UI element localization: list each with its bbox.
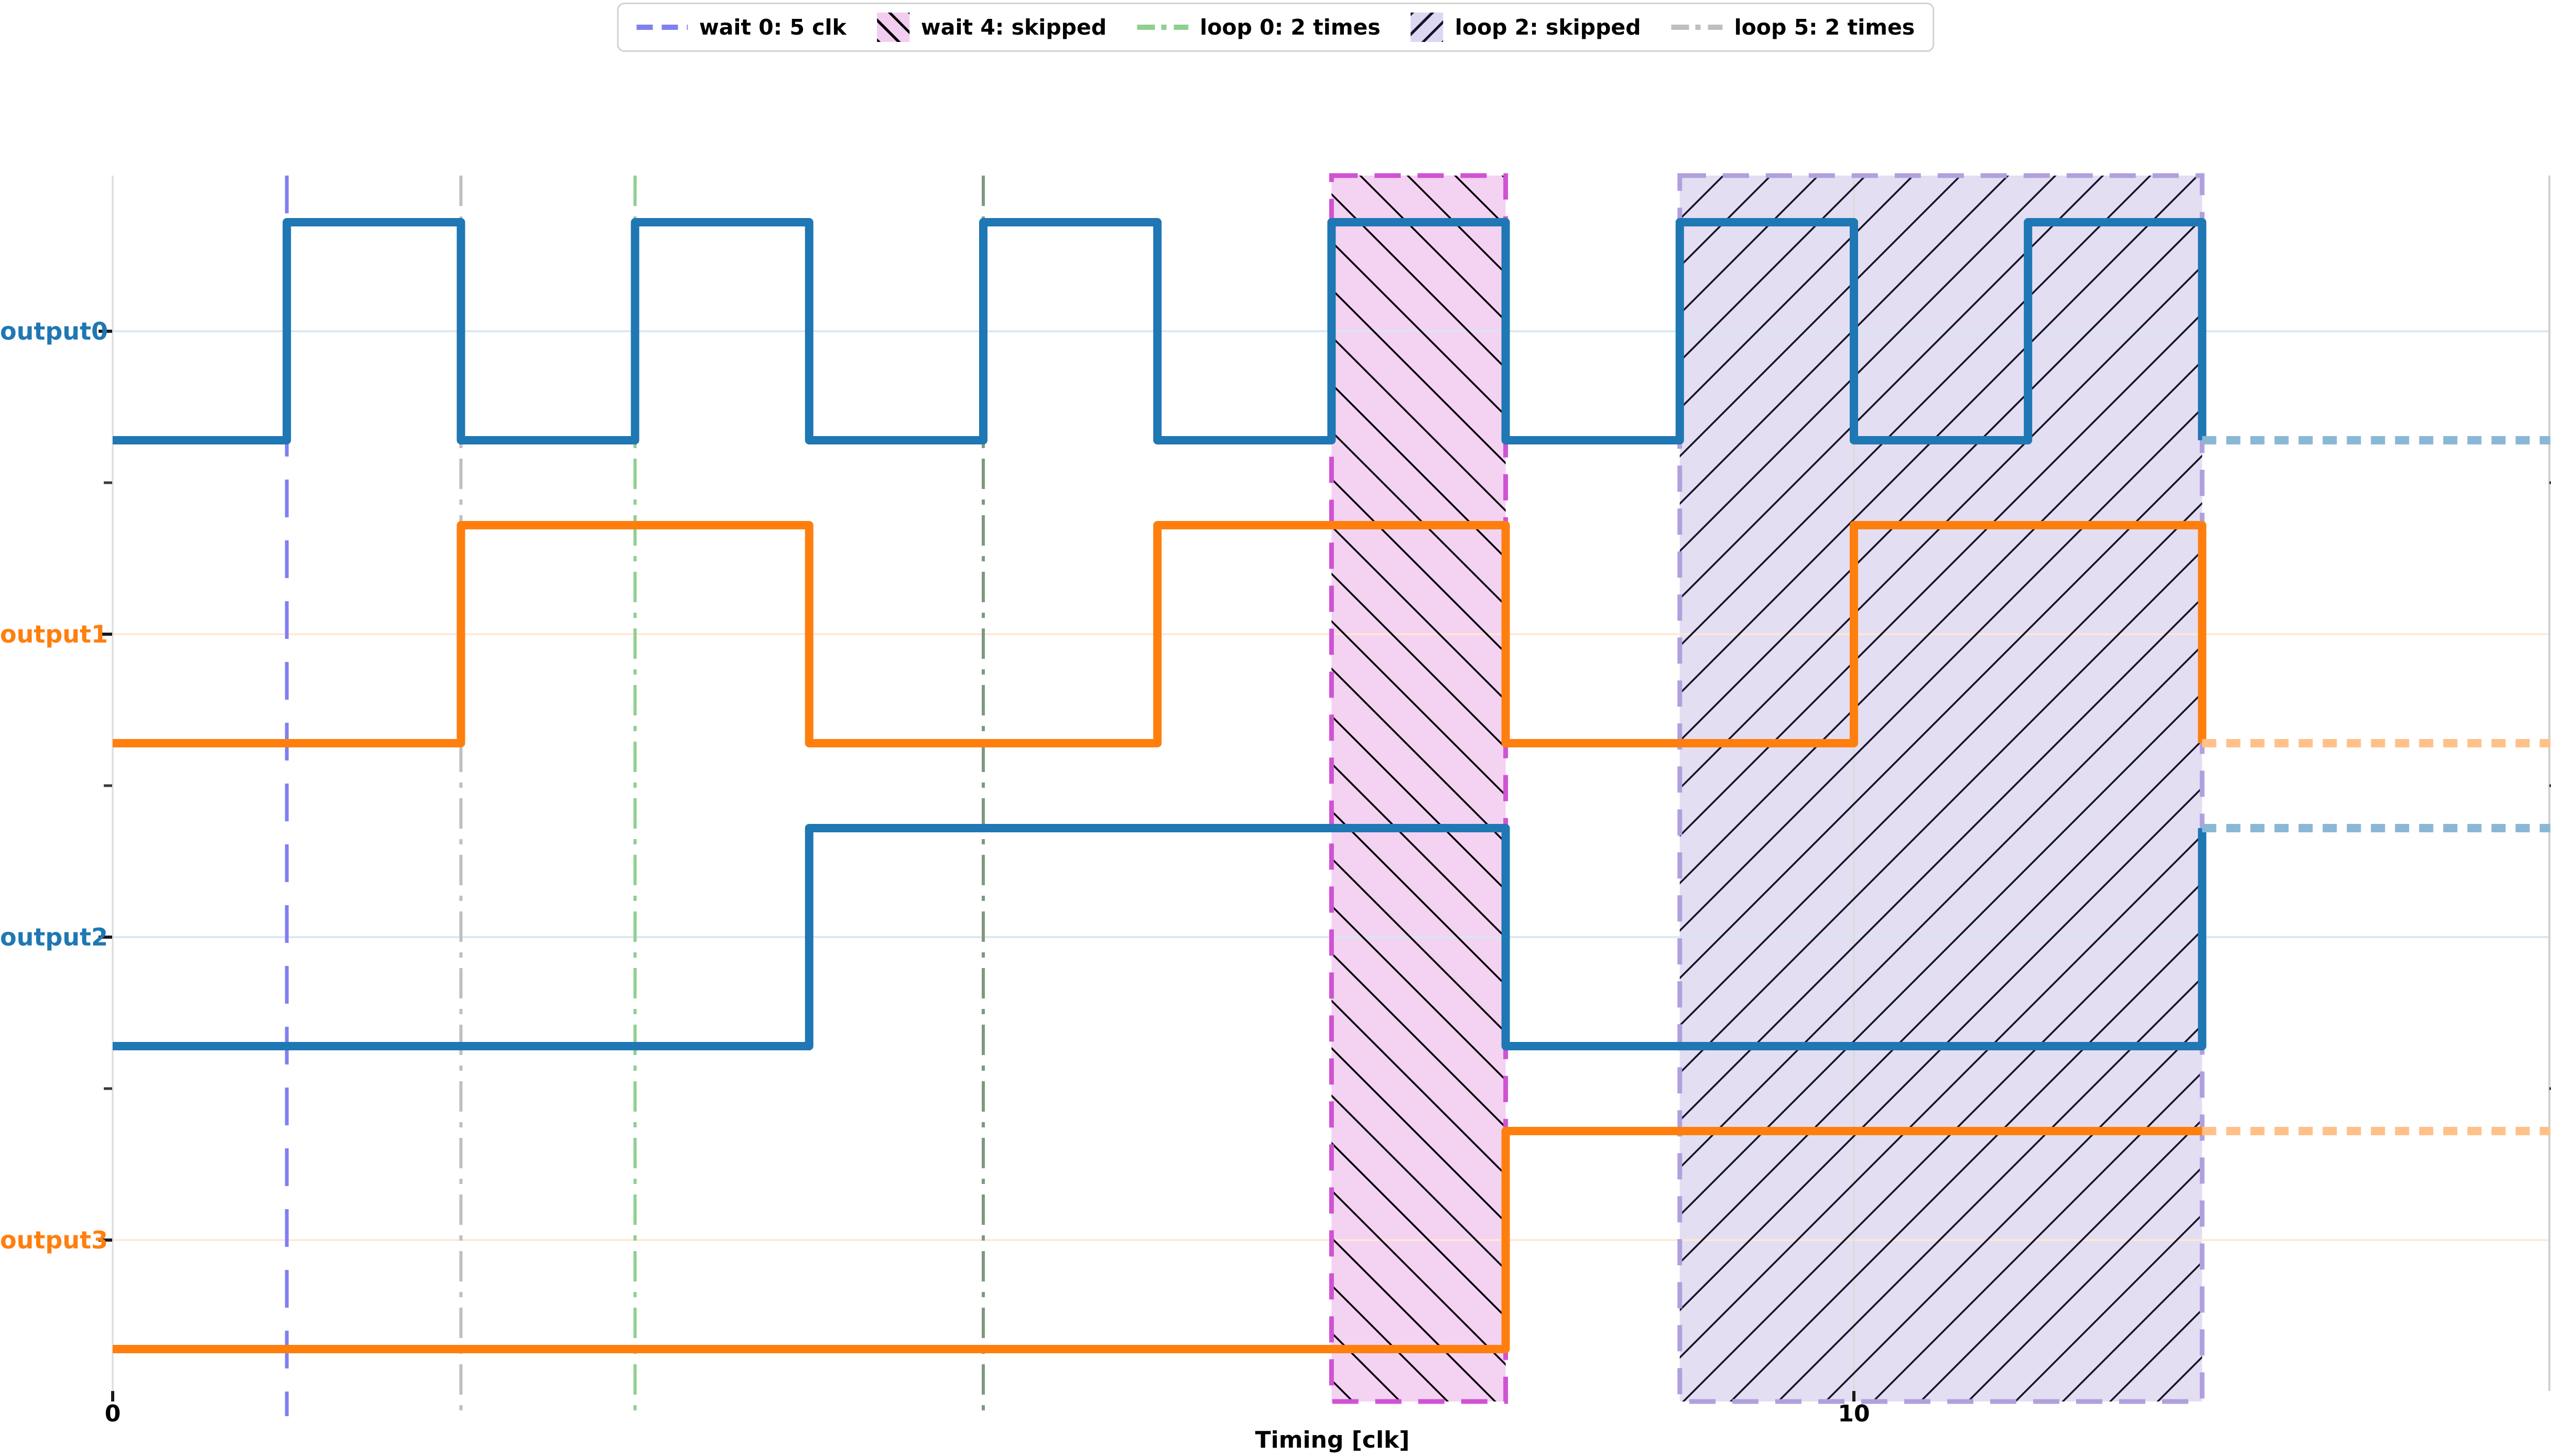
legend-dashdot-line-icon xyxy=(1671,25,1723,30)
legend-hatched-patch-icon xyxy=(1410,13,1443,42)
skip-region-hatch-1 xyxy=(1679,176,2202,1401)
signal-label-output3: output3 xyxy=(0,1226,108,1254)
skip-region-border-0 xyxy=(1329,173,1508,1404)
legend-item-4: loop 5: 2 times xyxy=(1671,14,1915,40)
legend: wait 0: 5 clk wait 4: skipped loop 0: 2 ti… xyxy=(616,3,1935,52)
signal-trace-output1 xyxy=(113,521,2207,747)
skip-region-hatch-0 xyxy=(1331,176,1506,1401)
signal-label-output2: output2 xyxy=(0,923,108,951)
signal-label-output0: output0 xyxy=(0,317,108,345)
legend-item-3: loop 2: skipped xyxy=(1410,13,1641,42)
legend-item-label: wait 0: 5 clk xyxy=(699,14,846,40)
x-tick-label-10: 10 xyxy=(1838,1400,1870,1427)
x-tick-label-0: 0 xyxy=(104,1400,121,1427)
signal-trace-output0 xyxy=(113,218,2207,444)
signal-trace-output3 xyxy=(113,1127,2202,1353)
legend-item-2: loop 0: 2 times xyxy=(1137,14,1381,40)
legend-item-0: wait 0: 5 clk xyxy=(636,14,846,40)
signal-label-output1: output1 xyxy=(0,620,108,648)
skip-region-border-1 xyxy=(1677,173,2205,1404)
legend-item-label: loop 5: 2 times xyxy=(1734,14,1915,40)
signal-trace-output2 xyxy=(113,824,2207,1050)
legend-item-1: wait 4: skipped xyxy=(876,13,1107,42)
legend-dashdot-line-icon xyxy=(1137,25,1189,30)
legend-hatched-patch-icon xyxy=(876,13,909,42)
x-axis-label: Timing [clk] xyxy=(1255,1427,1410,1453)
legend-item-label: loop 0: 2 times xyxy=(1200,14,1381,40)
legend-item-label: loop 2: skipped xyxy=(1454,14,1641,40)
legend-dashed-line-icon xyxy=(636,25,688,30)
legend-item-label: wait 4: skipped xyxy=(920,14,1107,40)
